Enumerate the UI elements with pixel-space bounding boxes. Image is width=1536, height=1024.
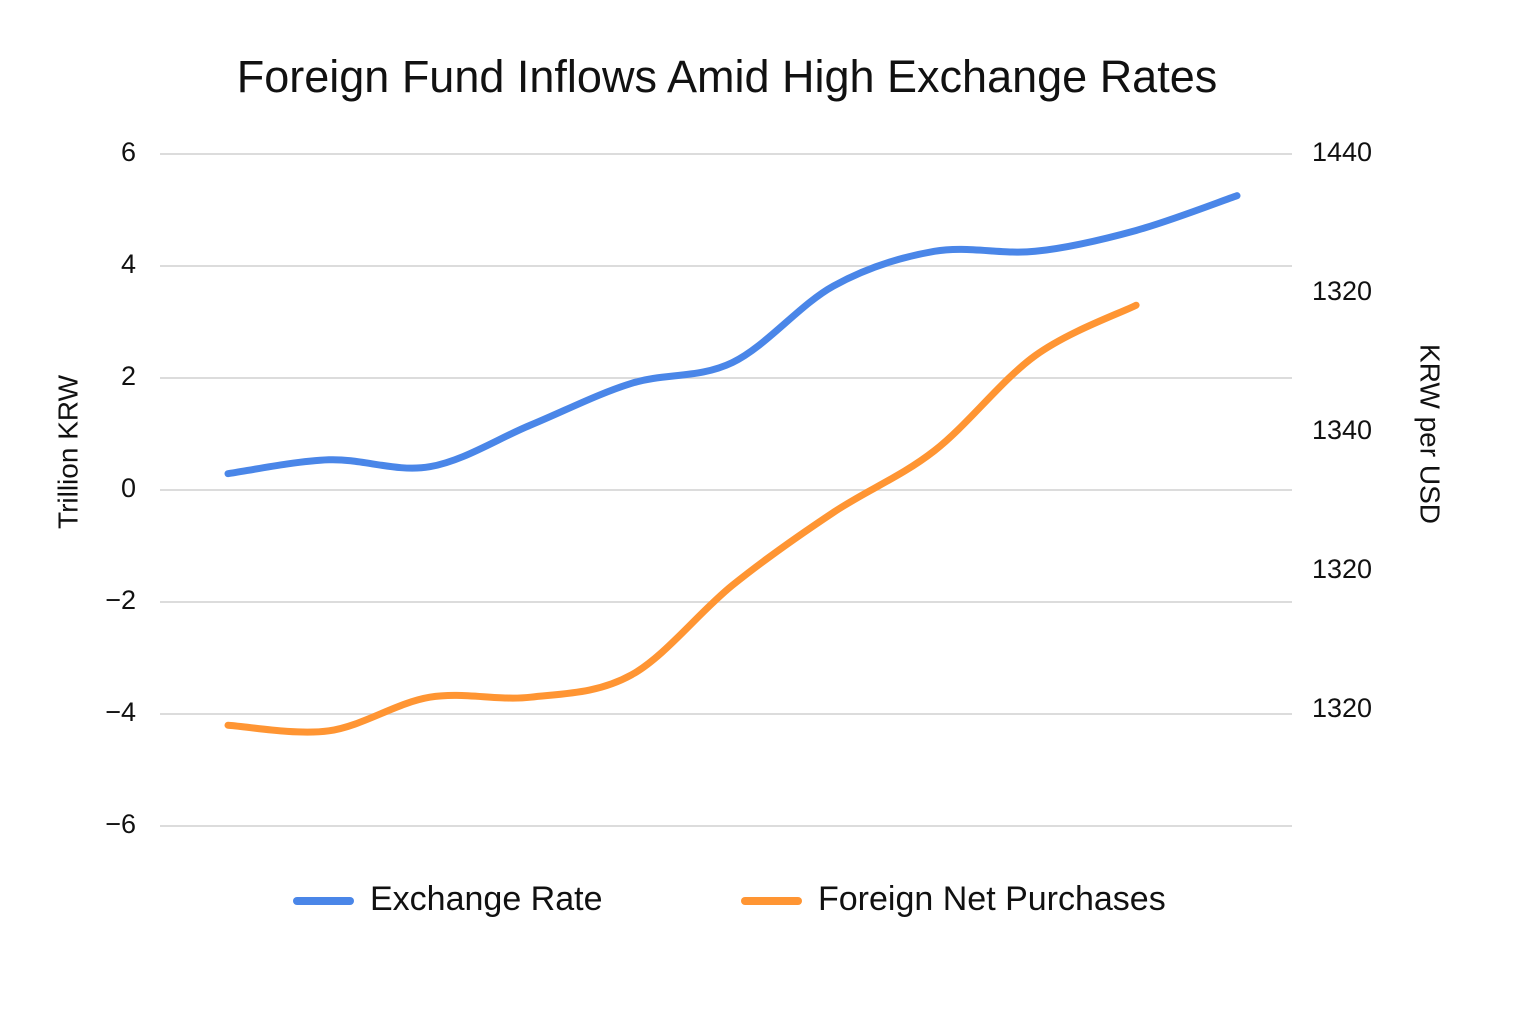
y-axis-title: Trillion KRW <box>52 374 83 529</box>
y-tick-label: 2 <box>121 361 136 391</box>
y2-tick-label: 1320 <box>1312 554 1372 584</box>
line-series <box>224 192 1241 478</box>
y-tick-label: −2 <box>105 585 136 615</box>
y-tick-label: 0 <box>121 473 136 503</box>
line-series <box>224 301 1140 736</box>
y2-tick-label: 1320 <box>1312 693 1372 723</box>
legend-label: Foreign Net Purchases <box>818 880 1166 918</box>
y-tick-label: 4 <box>121 249 136 279</box>
y-tick-label: −6 <box>105 809 136 839</box>
y2-tick-label: 1340 <box>1312 415 1372 445</box>
y2-tick-label: 1320 <box>1312 276 1372 306</box>
chart-title: Foreign Fund Inflows Amid High Exchange … <box>237 51 1218 102</box>
y-tick-label: −4 <box>105 697 136 727</box>
y-tick-label: 6 <box>121 137 136 167</box>
y2-axis-title: KRW per USD <box>1415 344 1446 524</box>
legend-label: Exchange Rate <box>370 880 603 918</box>
y2-tick-label: 1440 <box>1312 137 1372 167</box>
